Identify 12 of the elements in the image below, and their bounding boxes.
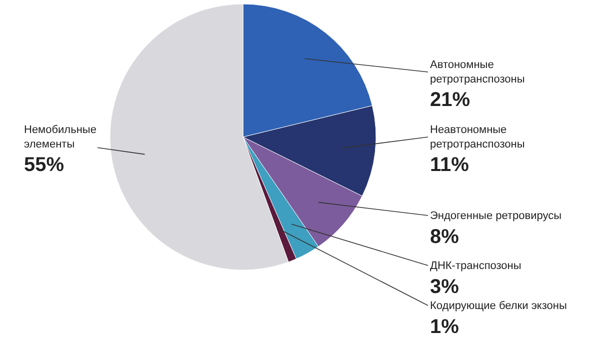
slice-label: ДНК-транспозоны xyxy=(430,260,522,272)
data-label: 8% xyxy=(430,226,460,248)
slice-label: Неавтономные ретротранспозоны xyxy=(430,124,525,150)
data-label: 1% xyxy=(430,316,460,338)
data-label: 11% xyxy=(430,154,470,176)
data-label: 21% xyxy=(430,89,470,111)
slice-label: Немобильные элементы xyxy=(24,124,96,150)
slice-label: Автономные ретротранспозоны xyxy=(430,59,525,86)
slice-label: Кодирующие белки экзоны xyxy=(430,300,567,312)
data-label: 55% xyxy=(24,154,64,176)
slice-label: Эндогенные ретровирусы xyxy=(430,210,562,222)
data-label: 3% xyxy=(430,276,460,298)
